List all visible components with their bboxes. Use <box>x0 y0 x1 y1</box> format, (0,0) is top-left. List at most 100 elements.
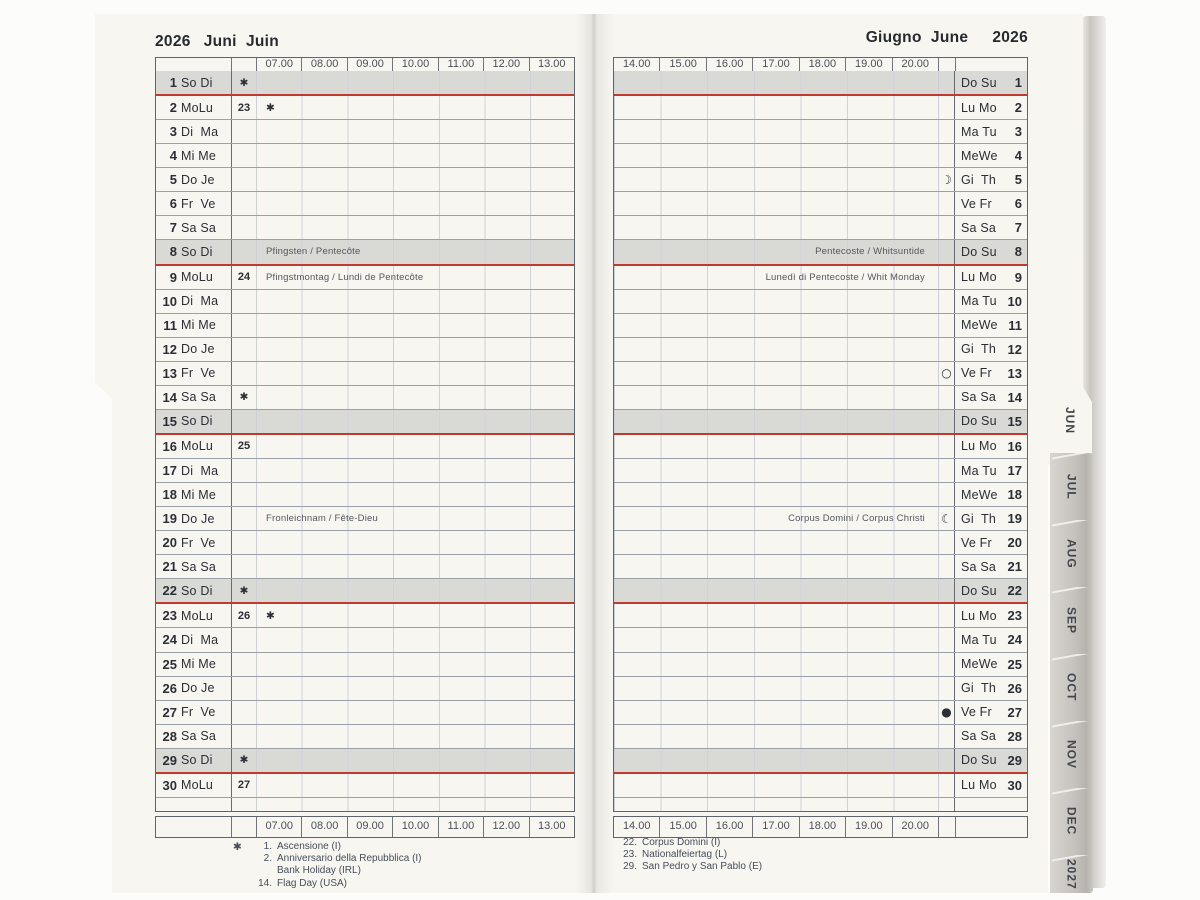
hours-cell[interactable] <box>256 216 574 240</box>
hours-cell[interactable] <box>614 385 938 409</box>
day-label-cell <box>156 798 231 811</box>
table-row: 14 Sa Sa ✱ <box>156 385 574 410</box>
hours-cell[interactable]: ✱ <box>256 604 574 628</box>
hours-cell[interactable] <box>256 192 574 216</box>
day-label-cell: 5 Do Je <box>156 168 231 191</box>
hours-cell[interactable] <box>256 748 574 772</box>
day-names: Lu Mo <box>961 100 997 115</box>
tab-month-oct[interactable]: OCT <box>1050 654 1093 721</box>
hours-cell[interactable] <box>614 700 938 724</box>
hours-cell[interactable] <box>256 676 574 700</box>
hours-cell[interactable] <box>614 434 938 458</box>
day-label-cell <box>954 797 1027 811</box>
hours-cell[interactable] <box>256 144 574 168</box>
day-names: Do Su <box>961 414 997 429</box>
tab-month-aug[interactable]: AUG <box>1050 520 1093 587</box>
hours-cell[interactable] <box>256 289 574 313</box>
hours-cell[interactable] <box>256 483 574 507</box>
hours-cell[interactable] <box>614 313 938 337</box>
tab-month-jul[interactable]: JUL <box>1050 453 1093 520</box>
day-label-cell: 10 Di Ma <box>156 290 231 313</box>
hours-cell[interactable] <box>256 700 574 724</box>
hours-cell[interactable] <box>614 337 938 361</box>
day-number: 4 <box>169 148 177 164</box>
hours-cell[interactable] <box>256 579 574 603</box>
tab-current-month[interactable]: JUN <box>1051 392 1089 450</box>
day-number: 5 <box>1014 172 1022 188</box>
day-label-cell: 20 Fr Ve <box>156 531 231 554</box>
tab-month-dec[interactable]: DEC <box>1050 788 1093 855</box>
hours-cell[interactable] <box>256 168 574 192</box>
hours-cell[interactable] <box>614 459 938 483</box>
hours-cell[interactable] <box>614 628 938 652</box>
hours-cell[interactable] <box>256 773 574 797</box>
hours-cell[interactable] <box>256 652 574 676</box>
table-row: 19 Do Je Fronleichnam / Fête-Dieu <box>156 507 574 532</box>
hours-cell[interactable] <box>614 144 938 168</box>
footnote-number: 23. <box>623 849 637 861</box>
last-quarter-moon-icon: ☾ <box>941 511 952 526</box>
year-label: 2026 <box>155 33 191 50</box>
hours-cell[interactable] <box>614 748 938 772</box>
hours-cell[interactable] <box>614 120 938 144</box>
hours-cell[interactable]: Pentecoste / Whitsuntide <box>614 240 938 264</box>
hours-cell[interactable] <box>256 434 574 458</box>
hours-cell[interactable] <box>614 555 938 579</box>
day-number: 28 <box>162 728 177 744</box>
hours-cell[interactable] <box>614 216 938 240</box>
hours-cell[interactable] <box>614 409 938 433</box>
hours-cell[interactable] <box>614 773 938 797</box>
tab-month-nov[interactable]: NOV <box>1050 721 1093 788</box>
hours-cell[interactable] <box>614 579 938 603</box>
day-names: MoLu <box>181 778 214 793</box>
hours-cell[interactable] <box>256 724 574 748</box>
week-number-cell <box>231 483 256 507</box>
hours-cell[interactable] <box>614 724 938 748</box>
day-names: Di Ma <box>181 463 219 478</box>
hours-cell[interactable]: Corpus Domini / Corpus Christi <box>614 507 938 531</box>
day-number: 23 <box>1007 608 1022 624</box>
hour-label: 13.00 <box>528 58 574 71</box>
tab-month-sep[interactable]: SEP <box>1050 587 1093 654</box>
day-number: 7 <box>169 220 177 236</box>
hours-cell[interactable]: Pfingstmontag / Lundi de Pentecôte <box>256 265 574 289</box>
hours-cell[interactable] <box>256 337 574 361</box>
hours-cell[interactable] <box>614 676 938 700</box>
hours-cell[interactable] <box>614 652 938 676</box>
hours-cell[interactable] <box>256 531 574 555</box>
hours-cell[interactable] <box>614 361 938 385</box>
hours-cell[interactable] <box>256 361 574 385</box>
hours-cell[interactable] <box>256 459 574 483</box>
hours-cell[interactable] <box>614 289 938 313</box>
hours-cell[interactable]: ✱ <box>256 96 574 120</box>
hours-cell[interactable]: Pfingsten / Pentecôte <box>256 240 574 264</box>
hours-cell[interactable]: Lunedì di Pentecoste / Whit Monday <box>614 265 938 289</box>
hours-cell[interactable] <box>614 604 938 628</box>
hours-cell[interactable] <box>614 71 938 95</box>
hours-cell[interactable] <box>256 555 574 579</box>
hours-cell[interactable] <box>614 168 938 192</box>
tab-month-2027[interactable]: 2027 <box>1050 855 1093 893</box>
hours-cell[interactable] <box>614 192 938 216</box>
day-label-cell: Lu Mo 9 <box>954 265 1027 289</box>
day-label-cell: 2 MoLu <box>156 96 231 119</box>
moon-cell <box>938 144 954 168</box>
hours-cell[interactable] <box>256 385 574 409</box>
hours-cell[interactable] <box>614 96 938 120</box>
day-number: 20 <box>162 535 177 551</box>
table-row: Do Su 29 <box>614 748 1027 774</box>
hours-cell[interactable] <box>614 531 938 555</box>
hours-cell[interactable] <box>256 313 574 337</box>
moon-cell <box>938 459 954 483</box>
hours-cell[interactable]: Fronleichnam / Fête-Dieu <box>256 507 574 531</box>
day-names: Mi Me <box>181 657 217 672</box>
hours-cell[interactable] <box>256 71 574 95</box>
week-number-cell: 25 <box>231 434 256 458</box>
hours-cell[interactable] <box>256 628 574 652</box>
day-label-cell: 27 Fr Ve <box>156 701 231 724</box>
hours-cell[interactable] <box>256 409 574 433</box>
hours-cell[interactable] <box>256 120 574 144</box>
moon-cell <box>938 579 954 603</box>
day-label-cell: Ve Fr 20 <box>954 531 1027 555</box>
hours-cell[interactable] <box>614 483 938 507</box>
